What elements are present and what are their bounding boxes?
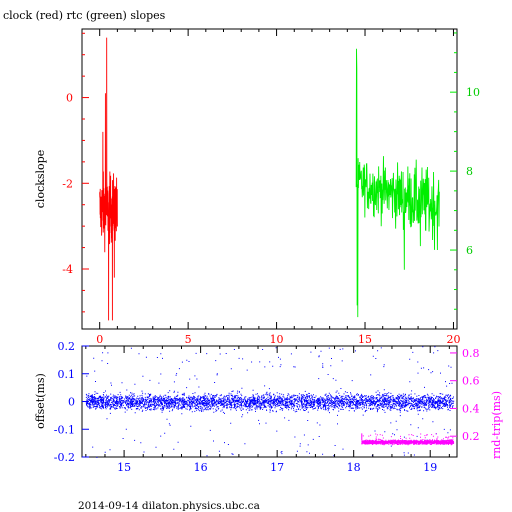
bottom-left-y-axis-label: offset(ms) [34,373,47,429]
top-x-tick-label: 20 [446,333,460,346]
bottom-x-tick-label: 15 [117,461,131,474]
top-right-y-tick-label: 10 [466,86,480,99]
bottom-axes: 15 16 17 18 19 0.2 0.1 0 -0.1 -0.2 0.8 0.6 0.4 0.2 [54,340,480,474]
bottom-x-tick-label: 17 [270,461,284,474]
top-y-axis-label: clockslope [34,150,47,208]
top-x-tick-label: 0 [96,333,103,346]
bottom-left-y-tick-label: -0.1 [54,423,75,436]
bottom-left-y-tick-label: 0.1 [58,368,76,381]
top-axes: 0 5 10 15 20 0 -2 -4 10 8 6 [62,29,480,346]
bottom-right-y-axis-label: rnd-trip(ms) [490,391,503,459]
top-left-y-tick-label: -4 [62,263,73,276]
bottom-left-y-tick-label: 0.2 [58,340,76,353]
bottom-right-y-tick-label: 0.4 [462,402,480,415]
top-x-tick-label: 10 [270,333,284,346]
top-left-y-tick-label: -2 [62,177,73,190]
top-right-y-tick-label: 6 [466,244,473,257]
bottom-panel: 15 16 17 18 19 0.2 0.1 0 -0.1 -0.2 0.8 0.6 0.4 0.2 of… [34,340,503,474]
clock-slope-series [99,37,118,321]
bottom-plot-area [85,346,455,458]
top-x-tick-label: 15 [358,333,372,346]
bottom-x-tick-label: 16 [194,461,208,474]
bottom-right-y-tick-label: 0.8 [462,347,480,360]
bottom-left-y-tick-label: -0.2 [54,451,75,464]
top-right-y-tick-label: 8 [466,165,473,178]
top-plot-area [99,37,440,321]
round-trip-scatter-series [361,433,455,446]
chart-title: clock (red) rtc (green) slopes [3,9,166,22]
bottom-left-y-tick-label: 0 [68,396,75,409]
bottom-right-y-tick-label: 0.2 [462,430,480,443]
footer-caption: 2014-09-14 dilaton.physics.ubc.ca [78,500,260,512]
bottom-x-tick-label: 18 [347,461,361,474]
top-left-y-tick-label: 0 [66,92,73,105]
bottom-right-y-tick-label: 0.6 [462,375,480,388]
bottom-x-tick-label: 19 [423,461,437,474]
top-x-tick-label: 5 [185,333,192,346]
top-panel: 0 5 10 15 20 0 -2 -4 10 8 6 clockslope [34,28,480,346]
rtc-slope-series [355,48,440,318]
top-plot-frame [81,28,458,330]
